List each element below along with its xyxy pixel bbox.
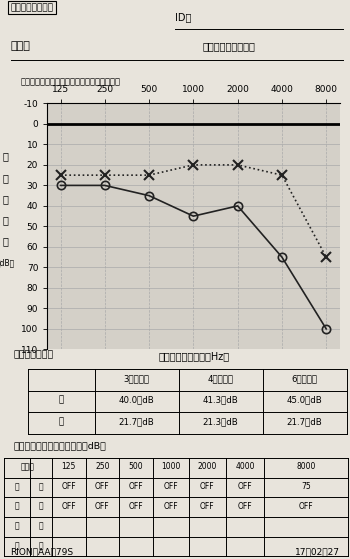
Text: 聴: 聴 <box>2 151 8 162</box>
Text: OFF: OFF <box>164 501 178 511</box>
Text: 4000: 4000 <box>235 462 255 471</box>
Text: 左: 左 <box>38 501 43 511</box>
Text: 周　　波　　数　（Hz）: 周 波 数 （Hz） <box>159 351 230 361</box>
Text: 75: 75 <box>301 482 311 491</box>
Text: 4　分　法: 4 分 法 <box>208 374 233 383</box>
Text: 40.0　dB: 40.0 dB <box>119 396 154 405</box>
Text: 45.0　dB: 45.0 dB <box>287 396 322 405</box>
Text: 骨導検耳：前額　閉鎖（閉鎖効果補正あり）: 骨導検耳：前額 閉鎖（閉鎖効果補正あり） <box>21 78 121 87</box>
Text: 左: 左 <box>38 541 43 550</box>
Text: RION　AA－79S: RION AA－79S <box>10 547 74 556</box>
Text: OFF: OFF <box>238 501 252 511</box>
Text: 17／02／27: 17／02／27 <box>294 547 339 556</box>
Text: ベ: ベ <box>2 215 8 225</box>
Text: 気: 気 <box>14 482 19 491</box>
Text: 6　分　法: 6 分 法 <box>292 374 317 383</box>
Text: 平均聴力レベル: 平均聴力レベル <box>14 350 54 359</box>
Text: ル: ル <box>2 236 8 247</box>
Text: OFF: OFF <box>129 482 144 491</box>
Text: 標準純音聴力検査: 標準純音聴力検査 <box>10 3 54 12</box>
Text: 導: 導 <box>14 501 19 511</box>
Text: 21.7　dB: 21.7 dB <box>119 418 154 427</box>
Text: ID：: ID： <box>175 12 191 22</box>
Text: 右: 右 <box>38 522 43 530</box>
Text: 500: 500 <box>129 462 144 471</box>
Text: OFF: OFF <box>129 501 144 511</box>
Text: 250: 250 <box>95 462 110 471</box>
Text: 周波数: 周波数 <box>21 462 35 471</box>
Text: 125: 125 <box>62 462 76 471</box>
Text: 氏　名: 氏 名 <box>10 41 30 51</box>
Text: OFF: OFF <box>200 482 215 491</box>
Text: OFF: OFF <box>62 482 76 491</box>
Text: 2000: 2000 <box>198 462 217 471</box>
Text: 41.3　dB: 41.3 dB <box>203 396 238 405</box>
Text: 右: 右 <box>38 482 43 491</box>
Text: 8000: 8000 <box>296 462 316 471</box>
Text: （dB）: （dB） <box>0 258 15 267</box>
Text: 3　分　法: 3 分 法 <box>124 374 149 383</box>
Text: 右: 右 <box>59 396 64 405</box>
Text: レ: レ <box>2 194 8 204</box>
Text: OFF: OFF <box>95 501 110 511</box>
Text: OFF: OFF <box>95 482 110 491</box>
Text: 21.3　dB: 21.3 dB <box>203 418 238 427</box>
Text: 1000: 1000 <box>161 462 181 471</box>
Text: 左: 左 <box>59 418 64 427</box>
Text: 力: 力 <box>2 173 8 183</box>
Text: OFF: OFF <box>164 482 178 491</box>
Text: マスキングノイズレベル　（dB）: マスキングノイズレベル （dB） <box>14 441 107 450</box>
Text: 導: 導 <box>14 541 19 550</box>
Text: OFF: OFF <box>200 501 215 511</box>
Text: OFF: OFF <box>299 501 314 511</box>
Text: （　　才）　男　女: （ 才） 男 女 <box>203 41 256 51</box>
Text: 骨: 骨 <box>14 522 19 530</box>
Text: 21.7　dB: 21.7 dB <box>287 418 322 427</box>
Text: OFF: OFF <box>62 501 76 511</box>
Text: OFF: OFF <box>238 482 252 491</box>
